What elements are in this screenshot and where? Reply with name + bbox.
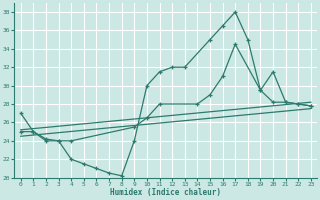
X-axis label: Humidex (Indice chaleur): Humidex (Indice chaleur): [110, 188, 221, 197]
